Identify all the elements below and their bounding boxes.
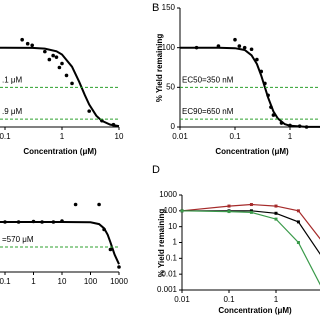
x-tick-label: 10 bbox=[58, 277, 67, 286]
point bbox=[227, 210, 231, 214]
point bbox=[180, 209, 184, 213]
reference-label: .9 μM bbox=[2, 107, 23, 116]
point bbox=[274, 211, 278, 215]
point bbox=[30, 43, 34, 48]
point bbox=[296, 220, 300, 224]
y-axis-title: % Yield remaining bbox=[157, 209, 166, 278]
point bbox=[249, 210, 253, 214]
y-tick-label: 0.1 bbox=[166, 253, 178, 262]
series-line bbox=[182, 210, 320, 255]
x-tick-label: 1 bbox=[31, 277, 36, 286]
y-tick-label: 100 bbox=[162, 43, 176, 52]
point bbox=[227, 204, 231, 208]
point bbox=[233, 37, 237, 42]
x-tick-label: 10 bbox=[115, 132, 124, 141]
plot-area bbox=[180, 37, 320, 129]
point bbox=[237, 44, 242, 48]
x-axis-title: Concentration (μM) bbox=[215, 147, 289, 156]
x-tick-label: 0.1 bbox=[0, 277, 11, 286]
x-tick-label: 1 bbox=[60, 132, 65, 141]
point bbox=[47, 57, 52, 62]
point bbox=[43, 49, 47, 54]
point bbox=[57, 65, 62, 70]
x-axis-title: Concentration (μM) bbox=[218, 306, 292, 315]
x-tick-label: 0.1 bbox=[223, 295, 235, 304]
plot-area bbox=[0, 202, 121, 269]
point bbox=[108, 247, 113, 252]
point bbox=[117, 265, 121, 269]
y-tick-label: 1000 bbox=[159, 190, 177, 199]
point bbox=[64, 73, 69, 78]
y-tick-label: 10 bbox=[168, 222, 177, 231]
y-tick-label: 0.001 bbox=[157, 285, 178, 294]
y-tick-label: 0 bbox=[171, 122, 176, 131]
x-tick-label: 0.1 bbox=[229, 132, 241, 141]
panel-letter: D bbox=[152, 164, 160, 176]
reference-label: EC90=650 nM bbox=[182, 107, 234, 116]
reference-label: .1 μM bbox=[2, 75, 23, 84]
point bbox=[60, 61, 64, 66]
y-tick-label: 1 bbox=[173, 238, 178, 247]
plot-area bbox=[180, 203, 320, 286]
point bbox=[97, 202, 101, 207]
plot-area bbox=[0, 37, 120, 128]
reference-label: =570 μM bbox=[2, 235, 34, 244]
series-line bbox=[0, 221, 120, 265]
y-axis-title: % Yield remaining bbox=[155, 34, 164, 103]
point bbox=[242, 45, 247, 50]
x-tick-label: 1 bbox=[288, 132, 293, 141]
point bbox=[249, 203, 253, 207]
y-tick-label: 150 bbox=[162, 3, 176, 12]
point bbox=[54, 55, 59, 59]
series-line bbox=[0, 46, 120, 128]
point bbox=[296, 209, 300, 213]
point bbox=[70, 81, 74, 86]
x-tick-label: 1000 bbox=[110, 277, 128, 286]
point bbox=[274, 217, 278, 221]
series-line bbox=[181, 203, 320, 240]
point bbox=[73, 202, 78, 207]
panel-letter: B bbox=[152, 2, 159, 14]
x-tick-label: 0.01 bbox=[172, 132, 188, 141]
x-axis-title: Concentration (μM) bbox=[23, 147, 97, 156]
y-tick-label: 0.01 bbox=[161, 269, 177, 278]
point bbox=[25, 41, 30, 46]
point bbox=[87, 109, 91, 113]
point bbox=[255, 57, 259, 62]
point bbox=[274, 204, 278, 208]
x-tick-label: 0.1 bbox=[0, 132, 11, 141]
y-tick-label: 100 bbox=[164, 206, 178, 215]
point bbox=[51, 53, 55, 58]
point bbox=[20, 37, 24, 42]
series-line bbox=[180, 46, 320, 128]
series-line bbox=[181, 210, 320, 286]
y-tick-label: 50 bbox=[166, 82, 175, 91]
point bbox=[249, 47, 254, 52]
x-tick-label: 1 bbox=[274, 295, 279, 304]
x-tick-label: 0.01 bbox=[174, 295, 190, 304]
reference-label: EC50=350 nM bbox=[182, 75, 234, 84]
x-tick-label: 100 bbox=[84, 277, 98, 286]
point bbox=[296, 241, 300, 244]
point bbox=[249, 209, 253, 213]
